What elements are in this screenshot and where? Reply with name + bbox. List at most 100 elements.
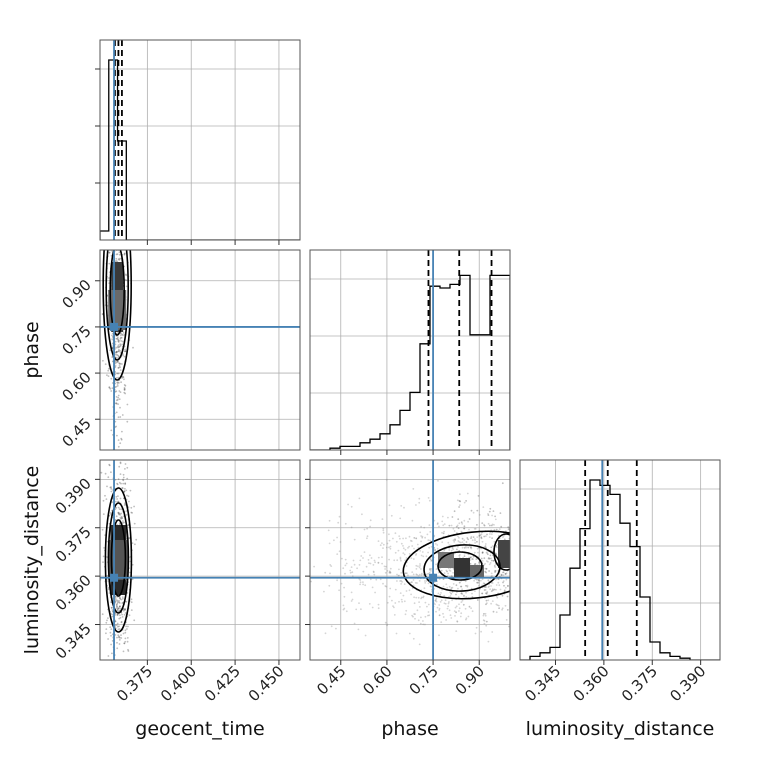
sample-point xyxy=(415,537,418,540)
sample-point xyxy=(381,556,383,558)
sample-point xyxy=(459,554,461,556)
sample-point xyxy=(135,538,138,541)
sample-point xyxy=(120,607,122,610)
sample-point xyxy=(115,353,118,356)
sample-point xyxy=(393,559,396,562)
sample-point xyxy=(471,592,473,595)
sample-point xyxy=(108,251,111,254)
truth-marker xyxy=(110,573,119,582)
sample-point xyxy=(304,564,306,566)
sample-point xyxy=(539,607,541,609)
sample-point xyxy=(119,246,121,248)
sample-point xyxy=(108,386,111,388)
sample-point xyxy=(515,563,517,565)
sample-point xyxy=(133,522,136,525)
sample-point xyxy=(119,343,122,346)
sample-point xyxy=(116,225,118,227)
sample-point xyxy=(119,597,122,600)
sample-point xyxy=(116,600,119,603)
sample-point xyxy=(453,530,456,532)
sample-point xyxy=(429,539,431,542)
sample-point xyxy=(105,628,108,630)
sample-point xyxy=(439,601,442,603)
sample-point xyxy=(422,623,425,626)
contour-line xyxy=(109,250,125,336)
sample-point xyxy=(119,336,122,339)
sample-point xyxy=(351,598,354,601)
sample-point xyxy=(420,554,423,557)
sample-point xyxy=(106,374,108,376)
sample-point xyxy=(339,541,342,543)
sample-point xyxy=(119,350,122,352)
sample-point xyxy=(442,532,445,535)
sample-point xyxy=(411,519,414,522)
sample-point xyxy=(533,578,535,580)
sample-point xyxy=(456,548,458,551)
sample-point xyxy=(544,538,546,540)
sample-point xyxy=(494,515,496,518)
sample-point xyxy=(119,614,121,617)
sample-point xyxy=(372,564,375,566)
sample-point xyxy=(501,607,504,610)
sample-point xyxy=(412,488,415,490)
sample-point xyxy=(512,558,514,560)
sample-point xyxy=(571,555,573,557)
sample-point xyxy=(488,563,491,566)
sample-point xyxy=(384,585,387,587)
sample-point xyxy=(117,366,120,369)
sample-point xyxy=(568,605,570,607)
sample-point xyxy=(109,684,111,686)
sample-point xyxy=(382,543,385,546)
sample-point xyxy=(524,559,526,561)
sample-point xyxy=(384,621,387,624)
sample-point xyxy=(121,616,124,618)
sample-point xyxy=(122,206,124,208)
sample-point xyxy=(111,680,113,682)
sample-point xyxy=(576,553,578,555)
sample-point xyxy=(118,617,121,620)
sample-point xyxy=(447,602,450,605)
sample-point xyxy=(123,490,126,493)
sample-point xyxy=(362,583,364,586)
sample-point xyxy=(438,604,441,606)
sample-point xyxy=(456,499,459,502)
sample-point xyxy=(111,161,113,163)
sample-point xyxy=(534,565,536,567)
sample-point xyxy=(109,663,111,665)
sample-point xyxy=(117,376,120,379)
sample-point xyxy=(494,571,496,574)
sample-point xyxy=(122,632,125,635)
sample-point xyxy=(487,557,490,560)
sample-point xyxy=(531,547,533,549)
sample-point xyxy=(115,257,118,260)
sample-point xyxy=(119,516,122,519)
sample-point xyxy=(521,529,523,531)
hist-panel-geocent_time xyxy=(100,40,300,240)
sample-point xyxy=(414,613,416,615)
sample-point xyxy=(540,582,542,584)
sample-point xyxy=(369,519,372,522)
sample-point xyxy=(119,473,122,475)
sample-point xyxy=(513,586,515,588)
sample-point xyxy=(328,542,331,545)
sample-point xyxy=(115,603,118,606)
sample-point xyxy=(111,197,113,199)
sample-point xyxy=(364,584,367,587)
sample-point xyxy=(480,533,483,536)
sample-point xyxy=(403,553,406,556)
sample-point xyxy=(434,603,436,606)
sample-point xyxy=(491,575,493,577)
sample-point xyxy=(100,471,103,474)
sample-point xyxy=(122,246,124,248)
sample-point xyxy=(118,607,120,610)
sample-point xyxy=(480,579,482,582)
sample-point xyxy=(450,592,452,595)
sample-point xyxy=(117,495,119,497)
sample-point xyxy=(476,547,479,550)
sample-point xyxy=(127,146,129,148)
sample-point xyxy=(118,513,120,516)
contour-line xyxy=(102,250,132,381)
sample-point xyxy=(491,588,494,590)
sample-point xyxy=(120,458,122,460)
sample-point xyxy=(116,599,118,601)
